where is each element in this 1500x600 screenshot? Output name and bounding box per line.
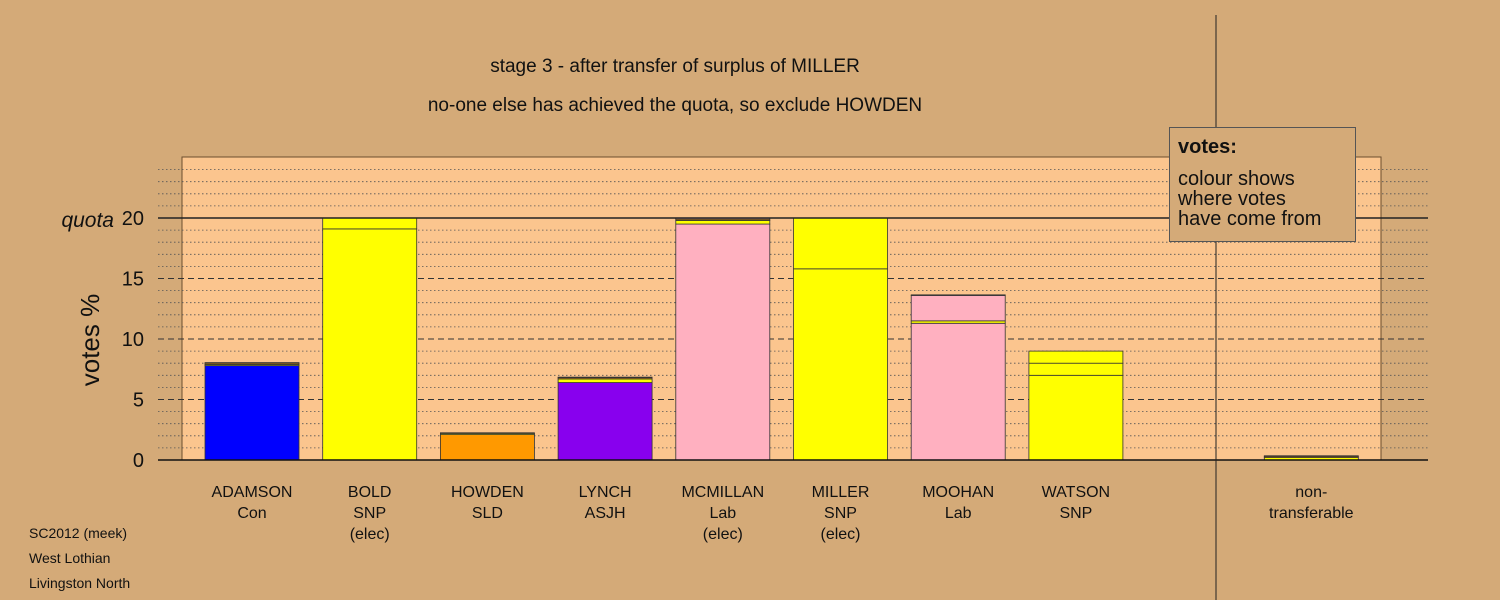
- quota-label: quota: [61, 209, 114, 232]
- legend-line: where votes: [1178, 188, 1286, 210]
- bars: [204, 217, 1359, 461]
- x-category-label: WATSON: [1042, 484, 1110, 501]
- bar-segment: [910, 322, 1006, 461]
- bar-segment: [1028, 362, 1124, 376]
- bar-segment: [675, 223, 771, 461]
- chart-title-line1: stage 3 - after transfer of surplus of M…: [490, 56, 860, 77]
- bar-segment: [1028, 374, 1124, 461]
- bar-segment: [910, 294, 1006, 296]
- bar-segment: [204, 365, 300, 461]
- bar-stack: [1263, 455, 1359, 461]
- footer-council: West Lothian: [29, 550, 111, 566]
- bar-segment: [793, 217, 888, 270]
- y-axis-label: votes %: [75, 294, 105, 387]
- bar-segment: [204, 362, 300, 364]
- x-category-label: LYNCH: [579, 484, 632, 501]
- footer-election: SC2012 (meek): [29, 525, 128, 541]
- x-category-label: non-: [1295, 484, 1327, 501]
- bar-segment: [322, 217, 418, 230]
- bar-segment: [557, 382, 653, 461]
- legend-title: votes:: [1178, 136, 1237, 158]
- y-tick-label: 0: [133, 450, 144, 472]
- bar-stack: [322, 217, 418, 461]
- x-category-label: MILLER: [812, 484, 870, 501]
- bar-stack: [439, 432, 535, 461]
- bar-segment: [439, 432, 535, 434]
- x-category-label: SNP: [1059, 505, 1092, 522]
- legend-line: have come from: [1178, 208, 1322, 230]
- x-category-label: (elec): [703, 526, 743, 543]
- bar-segment: [1263, 455, 1359, 457]
- x-category-label: SNP: [824, 505, 857, 522]
- y-tick-label: 20: [122, 208, 144, 230]
- bar-segment: [322, 228, 418, 461]
- x-category-label: BOLD: [348, 484, 392, 501]
- y-tick-label: 10: [122, 329, 144, 351]
- x-category-label: SNP: [353, 505, 386, 522]
- bar-stack: [793, 217, 888, 461]
- bar-stack: [204, 362, 300, 461]
- footer-ward: Livingston North: [29, 575, 131, 591]
- x-category-label: Lab: [709, 505, 736, 522]
- x-category-label: MCMILLAN: [681, 484, 764, 501]
- x-category-label: Lab: [945, 505, 972, 522]
- x-category-label: HOWDEN: [451, 484, 524, 501]
- bar-segment: [439, 434, 535, 461]
- bar-segment: [793, 268, 888, 461]
- bar-segment: [675, 220, 771, 225]
- bar-stack: [1028, 350, 1124, 461]
- x-category-label: SLD: [472, 505, 503, 522]
- chart-title-line2: no-one else has achieved the quota, so e…: [428, 95, 922, 116]
- y-tick-label: 5: [133, 390, 144, 412]
- bar-segment: [1028, 350, 1124, 364]
- x-category-label: (elec): [820, 526, 860, 543]
- x-category-label: ASJH: [585, 505, 626, 522]
- bar-segment: [557, 376, 653, 379]
- axes: 0 5 10 15 20 ADAMSON Con BOLD SNP (elec) HOWDEN SLD…: [122, 15, 1428, 600]
- x-category-label: transferable: [1269, 505, 1354, 522]
- bar-stack: [675, 217, 771, 461]
- legend-line: colour shows: [1178, 168, 1295, 190]
- bar-segment: [910, 295, 1006, 322]
- y-tick-label: 15: [122, 269, 144, 291]
- x-category-label: MOOHAN: [922, 484, 994, 501]
- x-category-label: (elec): [350, 526, 390, 543]
- footer-info: SC2012 (meek) West Lothian Livingston No…: [29, 524, 130, 599]
- x-category-label: Con: [237, 505, 266, 522]
- x-category-label: ADAMSON: [212, 484, 293, 501]
- bar-stack: [557, 376, 653, 461]
- bar-stack: [910, 294, 1006, 461]
- legend-box: votes: colour shows where votes have com…: [1169, 127, 1356, 242]
- bar-segment: [557, 378, 653, 383]
